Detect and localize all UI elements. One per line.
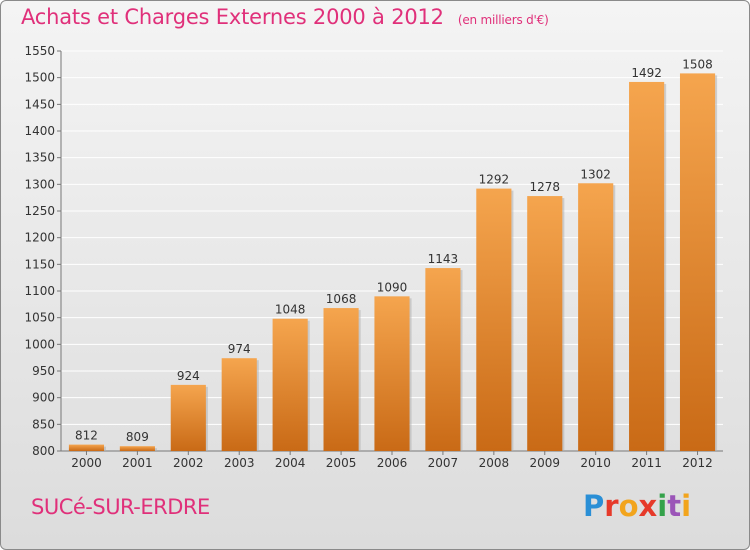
bar: [323, 308, 359, 451]
bar: [527, 196, 563, 451]
logo-letter: r: [604, 489, 619, 523]
y-tick-label: 1400: [24, 124, 55, 138]
x-tick-label: 2009: [529, 456, 560, 470]
y-tick-label: 1100: [24, 284, 55, 298]
bar: [272, 318, 308, 451]
x-tick-label: 2007: [428, 456, 459, 470]
data-label: 1492: [631, 66, 662, 80]
y-tick-label: 1150: [24, 257, 55, 271]
bar: [221, 358, 257, 451]
x-tick-label: 2002: [173, 456, 204, 470]
bar: [68, 444, 105, 451]
y-tick-label: 850: [32, 417, 55, 431]
data-label: 812: [75, 429, 98, 443]
data-label: 809: [126, 430, 149, 444]
y-tick-label: 950: [32, 364, 55, 378]
logo-letter: o: [618, 489, 639, 523]
y-tick-label: 1350: [24, 151, 55, 165]
data-label: 974: [228, 342, 251, 356]
data-label: 1068: [326, 292, 357, 306]
x-tick-label: 2004: [275, 456, 306, 470]
y-tick-label: 900: [32, 391, 55, 405]
logo-letter: P: [583, 489, 605, 523]
bar-layer: [68, 73, 718, 452]
y-tick-label: 1300: [24, 177, 55, 191]
x-tick-label: 2001: [122, 456, 153, 470]
data-label: 1278: [529, 180, 560, 194]
data-label: 1302: [580, 167, 611, 181]
bar: [119, 446, 155, 451]
bar: [425, 268, 461, 451]
data-label: 1143: [428, 252, 459, 266]
bar-chart: 800 850 900 950 1000 1050 1100 1150 1200 1250 1300…: [24, 44, 723, 470]
data-label: 924: [177, 369, 200, 383]
data-label: 1508: [682, 57, 713, 71]
chart-title-text: Achats et Charges Externes 2000 à 2012: [21, 5, 444, 29]
logo-letter: x: [638, 489, 658, 523]
y-tick-label: 1050: [24, 311, 55, 325]
logo-letter: i: [657, 489, 668, 523]
logo-letter: i: [681, 489, 692, 523]
x-tick-label: 2005: [326, 456, 357, 470]
bar: [170, 384, 206, 451]
x-tick-label: 2012: [682, 456, 713, 470]
bar: [679, 73, 716, 452]
chart-title: Achats et Charges Externes 2000 à 2012 (e…: [21, 5, 549, 29]
bar: [374, 296, 410, 451]
x-tick-label: 2008: [479, 456, 510, 470]
town-name: SUCé-SUR-ERDRE: [31, 495, 210, 519]
y-tick-label: 1500: [24, 71, 55, 85]
x-tick-label: 2010: [580, 456, 611, 470]
y-tick-label: 1000: [24, 337, 55, 351]
x-tick-label: 2003: [224, 456, 255, 470]
data-label: 1048: [275, 303, 306, 317]
logo-letter: t: [667, 489, 682, 523]
bar: [476, 188, 512, 451]
bar: [578, 183, 614, 451]
y-tick-label: 1200: [24, 231, 55, 245]
y-tick-label: 800: [32, 444, 55, 458]
x-tick-label: 2011: [631, 456, 662, 470]
y-tick-label: 1550: [24, 44, 55, 58]
data-label: 1090: [377, 280, 408, 294]
data-label: 1292: [479, 173, 510, 187]
proxiti-logo: Proxiti: [583, 489, 691, 523]
bar: [629, 81, 665, 451]
label-layer: 812 809 924 974 1048 1068 1090 1143 1292 1278 1302…: [75, 57, 713, 444]
y-tick-label: 1450: [24, 97, 55, 111]
chart-subtitle: (en milliers d'€): [457, 13, 549, 27]
x-tick-label: 2006: [377, 456, 408, 470]
y-tick-label: 1250: [24, 204, 55, 218]
x-tick-label: 2000: [71, 456, 102, 470]
axis-layer: 800 850 900 950 1000 1050 1100 1150 1200 1250 1300…: [24, 44, 723, 470]
